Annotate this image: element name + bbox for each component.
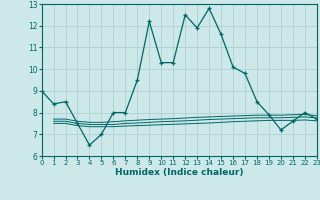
X-axis label: Humidex (Indice chaleur): Humidex (Indice chaleur) <box>115 168 244 177</box>
